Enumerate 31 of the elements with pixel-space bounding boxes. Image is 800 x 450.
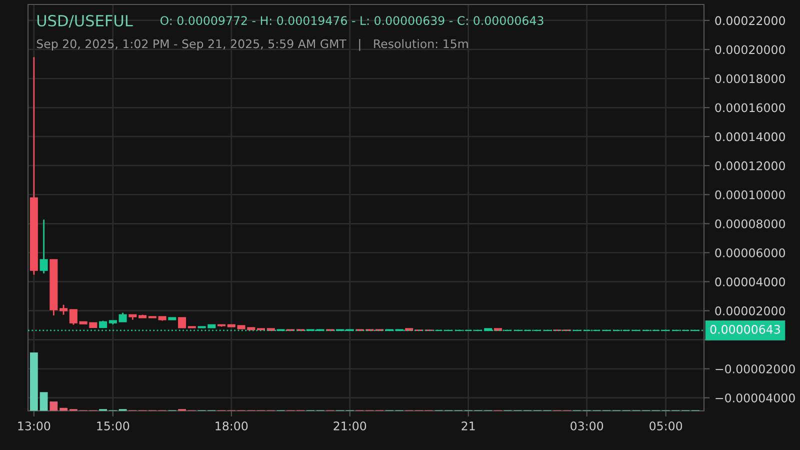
annotation: Sep 20, 2025, 1:02 PM - Sep 21, 2025, 5:59 AM GMT | Resolution: 15m bbox=[36, 39, 468, 51]
y-tick-label: 0.00010000 bbox=[715, 190, 785, 200]
y-tick-label: 0.00014000 bbox=[715, 132, 785, 142]
x-tick-label: 15:00 bbox=[97, 421, 130, 430]
x-tick-label: 13:00 bbox=[18, 421, 50, 430]
x-tick-label: 03:00 bbox=[570, 421, 604, 430]
y-tick-label: 0.00002000 bbox=[715, 306, 785, 316]
candlestick bbox=[69, 309, 78, 326]
candlestick bbox=[178, 317, 186, 328]
y-tick-label: 0.00006000 bbox=[715, 248, 785, 258]
y-tick-label: −0.00002000 bbox=[716, 364, 795, 374]
y-tick-label: 0.00004000 bbox=[715, 277, 785, 286]
x-tick-label: 21:00 bbox=[334, 421, 366, 430]
candlestick bbox=[40, 218, 48, 274]
ref-line-label: 0.00000643 bbox=[710, 324, 780, 334]
y-tick-label: −0.00004000 bbox=[716, 394, 795, 402]
y-tick-label: 0.00022000 bbox=[715, 16, 785, 26]
candlestick bbox=[60, 304, 68, 316]
bar bbox=[40, 392, 48, 411]
text: O: 0.00009772 - H: 0.00019476 - L: 0.00000639 - C: 0.00000643 bbox=[160, 16, 544, 26]
y-tick-label: 0.00012000 bbox=[715, 161, 785, 170]
x-tick-label: 18:00 bbox=[216, 421, 248, 430]
y-tick-label: 0.00016000 bbox=[715, 103, 785, 112]
y-tick-label: 0.00018000 bbox=[715, 74, 785, 84]
bar bbox=[30, 352, 38, 411]
text: USD/USEFUL bbox=[37, 14, 133, 28]
y-tick-label: 0.00008000 bbox=[715, 219, 785, 228]
x-tick-label: 05:00 bbox=[650, 421, 682, 430]
bar bbox=[50, 401, 58, 411]
y-tick-label: 0.00020000 bbox=[715, 45, 785, 54]
x-tick-label: 21 bbox=[462, 421, 475, 430]
